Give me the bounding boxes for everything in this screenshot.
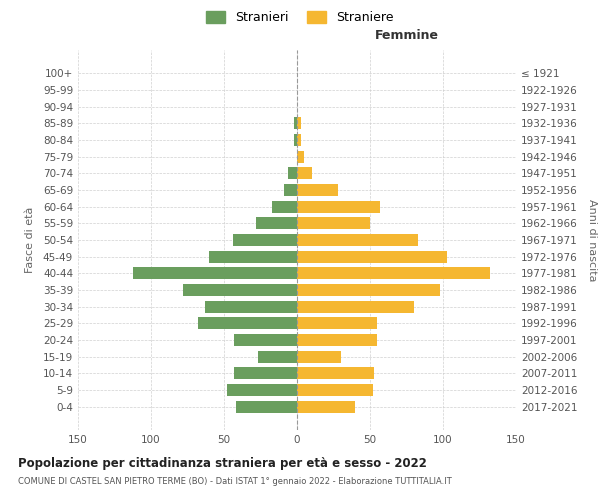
Bar [297,134,301,146]
Bar [236,400,297,412]
Bar [297,334,377,346]
Bar [234,334,297,346]
Text: COMUNE DI CASTEL SAN PIETRO TERME (BO) - Dati ISTAT 1° gennaio 2022 - Elaborazio: COMUNE DI CASTEL SAN PIETRO TERME (BO) -… [18,478,452,486]
Bar [256,218,297,230]
Bar [297,250,448,262]
Bar [297,300,414,312]
Bar [294,134,297,146]
Bar [297,150,304,162]
Bar [227,384,297,396]
Bar [257,350,297,362]
Text: Femmine: Femmine [374,30,439,43]
Bar [294,118,297,130]
Bar [233,234,297,246]
Bar [288,168,297,179]
Bar [272,200,297,212]
Bar [297,184,338,196]
Bar [297,168,311,179]
Bar [198,318,297,330]
Bar [297,234,418,246]
Bar [297,268,490,280]
Y-axis label: Anni di nascita: Anni di nascita [587,198,597,281]
Bar [297,218,370,230]
Bar [297,368,374,380]
Y-axis label: Fasce di età: Fasce di età [25,207,35,273]
Bar [284,184,297,196]
Bar [209,250,297,262]
Bar [297,200,380,212]
Bar [205,300,297,312]
Bar [297,350,341,362]
Legend: Stranieri, Straniere: Stranieri, Straniere [202,6,398,29]
Bar [297,118,301,130]
Bar [297,318,377,330]
Bar [297,284,440,296]
Text: Popolazione per cittadinanza straniera per età e sesso - 2022: Popolazione per cittadinanza straniera p… [18,458,427,470]
Bar [297,384,373,396]
Bar [297,400,355,412]
Bar [133,268,297,280]
Bar [183,284,297,296]
Bar [234,368,297,380]
